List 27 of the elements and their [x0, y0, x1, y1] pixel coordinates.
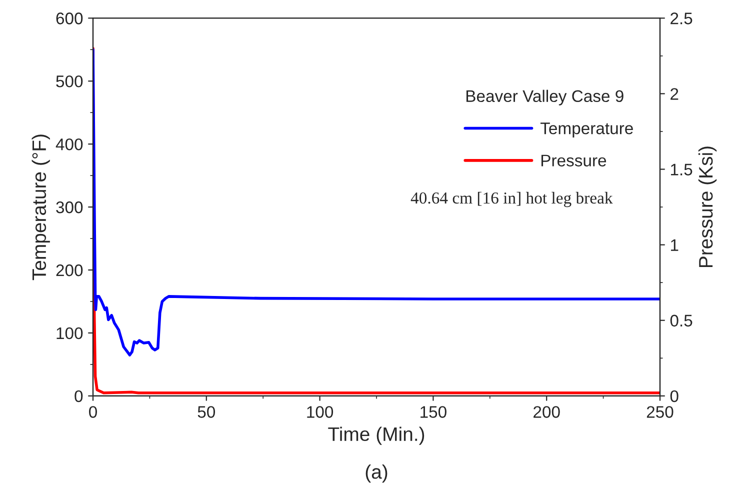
y-tick-label: 400 — [56, 138, 83, 150]
y2-tick-label: 2.5 — [670, 12, 692, 24]
y-tick-label: 0 — [74, 390, 83, 402]
y-tick-label: 500 — [56, 75, 83, 88]
x-tick-label: 250 — [646, 406, 674, 418]
y-tick-label: 300 — [56, 201, 83, 214]
y2-tick-label: 1.5 — [670, 164, 692, 176]
x-tick-label: 200 — [534, 406, 560, 418]
x-tick-label: 150 — [420, 406, 446, 418]
y-tick-label: 200 — [56, 264, 83, 276]
x-tick-label: 50 — [198, 406, 216, 418]
y-tick-label: 100 — [56, 327, 83, 340]
y-axis-title: Temperature (°F) — [32, 134, 50, 280]
y2-tick-label: 0 — [670, 390, 678, 402]
text: (a) — [366, 464, 388, 483]
x-axis-title: Time (Min.) — [328, 426, 424, 445]
y2-tick-label: 1 — [670, 239, 678, 251]
y2-tick-label: 2 — [670, 88, 678, 100]
legend-label: Temperature — [540, 122, 633, 138]
legend-label: Pressure — [541, 154, 606, 166]
y2-axis-title: Pressure (Ksi) — [698, 146, 717, 268]
x-tick-label: 100 — [307, 406, 334, 418]
y2-tick-label: 0.5 — [670, 314, 692, 327]
x-tick-label: 0 — [89, 406, 97, 418]
annotation: 40.64 cm [16 in] hot leg break — [410, 192, 613, 208]
y-tick-label: 600 — [56, 12, 83, 24]
legend-title: Beaver Valley Case 9 — [466, 90, 624, 106]
